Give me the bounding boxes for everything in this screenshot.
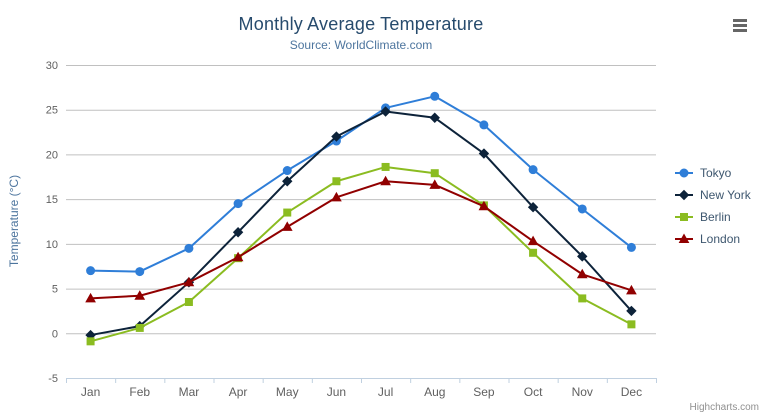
y-tick-label: 30	[46, 60, 58, 72]
y-tick-label: 15	[46, 194, 58, 206]
x-tick-label: Apr	[229, 385, 248, 399]
x-tick-label: Dec	[621, 385, 642, 399]
y-tick-label: 20	[46, 149, 58, 161]
data-point-tokyo-aug[interactable]	[430, 91, 440, 101]
data-point-london-jun[interactable]	[331, 191, 342, 202]
series-london-line	[89, 180, 633, 300]
series-london	[85, 175, 637, 303]
data-point-london-apr[interactable]	[232, 251, 244, 262]
y-axis-title: Temperature (°C)	[7, 174, 21, 268]
x-tick-label: Nov	[572, 385, 593, 399]
legend-symbol-marker	[678, 189, 690, 201]
data-point-berlin-may[interactable]	[283, 208, 292, 217]
data-point-london-dec[interactable]	[626, 284, 637, 295]
y-tick-label: 0	[52, 328, 58, 340]
legend-item-new-york[interactable]: New York	[674, 184, 751, 206]
hamburger-bar	[733, 29, 747, 32]
data-point-tokyo-may[interactable]	[282, 166, 292, 176]
data-point-new-york-oct[interactable]	[527, 201, 539, 213]
data-point-tokyo-feb[interactable]	[135, 267, 145, 277]
data-point-london-feb[interactable]	[134, 290, 146, 300]
data-point-london-aug[interactable]	[429, 179, 441, 189]
data-point-berlin-dec[interactable]	[627, 320, 636, 329]
x-tick-label: Jan	[81, 385, 100, 399]
data-point-tokyo-oct[interactable]	[528, 165, 538, 175]
legend-label: Tokyo	[700, 166, 732, 180]
series-new-york-line	[89, 110, 633, 337]
data-point-berlin-jul[interactable]	[381, 162, 390, 171]
series-berlin-line	[89, 165, 633, 343]
x-tick-label: Feb	[129, 385, 150, 399]
data-point-berlin-nov[interactable]	[578, 294, 587, 303]
series-tokyo-line	[89, 95, 633, 273]
credits-link[interactable]: Highcharts.com	[689, 402, 759, 413]
x-axis: Jan Feb Mar Apr May Jun Jul Aug Sep Oct Nov Dec	[66, 378, 657, 399]
y-axis-labels: 30 25 20 15 10 5 0 -5	[46, 60, 58, 385]
x-tick-label: Mar	[179, 385, 200, 399]
chart-title: Monthly Average Temperature	[238, 14, 484, 34]
legend-circle-icon	[675, 168, 693, 178]
data-point-berlin-aug[interactable]	[430, 169, 439, 178]
data-point-tokyo-nov[interactable]	[577, 204, 587, 214]
legend-item-tokyo[interactable]: Tokyo	[674, 162, 751, 184]
legend-triangle-icon	[675, 233, 693, 243]
data-point-tokyo-mar[interactable]	[184, 243, 194, 253]
legend-symbol-marker	[679, 168, 689, 178]
hamburger-bar	[733, 24, 747, 27]
y-tick-label: 5	[52, 284, 58, 296]
y-tick-label: 10	[46, 239, 58, 251]
data-point-london-mar[interactable]	[183, 276, 195, 287]
data-point-tokyo-jan[interactable]	[86, 266, 96, 276]
hamburger-icon[interactable]	[733, 19, 748, 33]
legend-label: London	[700, 232, 741, 246]
legend-symbol-marker	[678, 233, 690, 243]
x-tick-label: Oct	[524, 385, 543, 399]
data-point-london-jan[interactable]	[85, 292, 96, 303]
legend-item-berlin[interactable]: Berlin	[674, 206, 751, 228]
x-tick-label: Jul	[378, 385, 393, 399]
y-tick-label: -5	[48, 373, 58, 385]
data-point-london-may[interactable]	[281, 221, 293, 231]
data-point-new-york-nov[interactable]	[577, 251, 588, 262]
data-point-berlin-mar[interactable]	[184, 297, 193, 306]
data-point-new-york-may[interactable]	[282, 176, 293, 187]
data-point-london-sep[interactable]	[478, 200, 490, 211]
data-point-tokyo-sep[interactable]	[479, 120, 489, 130]
data-point-tokyo-dec[interactable]	[626, 242, 636, 252]
x-tick-label: May	[276, 385, 299, 399]
legend-diamond-icon	[675, 189, 693, 201]
x-tick-label: Jun	[327, 385, 346, 399]
data-point-london-jul[interactable]	[380, 175, 391, 186]
data-point-berlin-feb[interactable]	[135, 323, 144, 332]
y-tick-label: 25	[46, 105, 58, 117]
data-point-tokyo-apr[interactable]	[233, 199, 243, 209]
hamburger-bar	[733, 19, 747, 22]
data-point-berlin-oct[interactable]	[529, 248, 538, 257]
chart-subtitle: Source: WorldClimate.com	[289, 38, 433, 52]
data-point-new-york-apr[interactable]	[232, 227, 244, 238]
legend-label: New York	[700, 188, 751, 202]
data-point-new-york-jul[interactable]	[380, 106, 391, 117]
data-point-berlin-jan[interactable]	[86, 337, 95, 346]
data-point-new-york-aug[interactable]	[429, 112, 440, 123]
legend-symbol-marker	[680, 213, 688, 221]
series-new-york	[85, 106, 637, 341]
legend-label: Berlin	[700, 210, 731, 224]
series-tokyo	[86, 91, 636, 277]
x-tick-label: Sep	[473, 385, 495, 399]
data-point-berlin-jun[interactable]	[332, 177, 341, 186]
data-point-london-nov[interactable]	[576, 268, 588, 279]
legend-item-london[interactable]: London	[674, 228, 751, 250]
data-point-london-oct[interactable]	[527, 235, 539, 246]
data-point-new-york-jun[interactable]	[331, 131, 342, 142]
y-gridlines	[66, 65, 656, 379]
legend: Tokyo New York Berlin London	[674, 162, 751, 250]
data-point-new-york-dec[interactable]	[626, 305, 637, 317]
x-tick-label: Aug	[424, 385, 445, 399]
data-point-new-york-sep[interactable]	[478, 148, 490, 159]
legend-square-icon	[675, 213, 693, 221]
